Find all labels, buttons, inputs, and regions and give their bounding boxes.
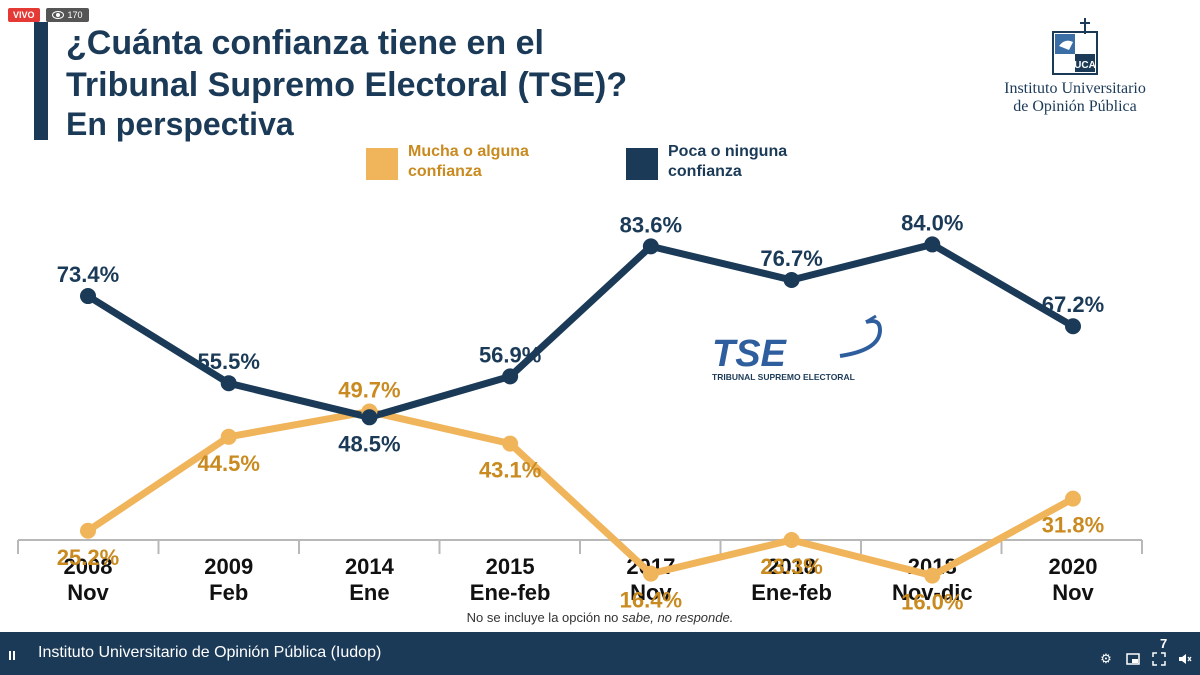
data-point (924, 568, 940, 584)
data-label: 48.5% (338, 431, 400, 456)
data-label: 84.0% (901, 210, 963, 235)
channel-title: Instituto Universitario de Opinión Públi… (38, 644, 381, 662)
data-point (1065, 491, 1081, 507)
data-label: 73.4% (57, 262, 119, 287)
data-point (221, 375, 237, 391)
series-lines (88, 244, 1073, 575)
tse-logo-letters: TSE (712, 333, 788, 375)
series-line-poca (88, 244, 1073, 417)
data-point (502, 436, 518, 452)
data-label: 55.5% (198, 349, 260, 374)
data-point (1065, 318, 1081, 334)
data-point (502, 368, 518, 384)
data-point (784, 272, 800, 288)
data-point (784, 532, 800, 548)
data-point (221, 429, 237, 445)
video-player-bar: Instituto Universitario de Opinión Públi… (0, 632, 1200, 675)
pause-icon[interactable] (9, 651, 16, 660)
settings-icon[interactable]: ⚙ (1099, 652, 1113, 666)
data-label: 43.1% (479, 458, 541, 483)
slide-number: 7 (1160, 636, 1167, 651)
data-point (80, 288, 96, 304)
data-label: 25.2% (57, 545, 119, 570)
miniplayer-icon[interactable] (1126, 652, 1140, 666)
volume-icon[interactable] (1178, 652, 1192, 666)
x-tick-label: 2009 Feb (204, 554, 253, 605)
data-label: 23.3% (760, 554, 822, 579)
data-point (643, 238, 659, 254)
series-points (80, 236, 1081, 583)
line-chart: TSE TRIBUNAL SUPREMO ELECTORAL 2008 Nov20… (0, 0, 1200, 632)
x-tick-label: 2014 Ene (345, 554, 395, 605)
x-tick-label: 2015 Ene-feb (470, 554, 551, 605)
data-label: 31.8% (1042, 513, 1104, 538)
data-label: 49.7% (338, 377, 400, 402)
data-label: 83.6% (620, 212, 682, 237)
data-point (361, 409, 377, 425)
x-tick-label: 2020 Nov (1049, 554, 1098, 605)
data-point (80, 523, 96, 539)
tse-logo: TSE TRIBUNAL SUPREMO ELECTORAL (712, 316, 880, 382)
fullscreen-icon[interactable] (1152, 652, 1166, 666)
data-label: 76.7% (760, 246, 822, 271)
data-label: 44.5% (198, 451, 260, 476)
tse-logo-caption: TRIBUNAL SUPREMO ELECTORAL (712, 372, 855, 382)
data-point (643, 566, 659, 582)
data-label: 16.4% (620, 588, 682, 613)
data-label: 56.9% (479, 342, 541, 367)
footnote: No se incluye la opción no sabe, no resp… (0, 610, 1200, 625)
data-label: 67.2% (1042, 292, 1104, 317)
footnote-italic: sabe, no responde. (622, 610, 733, 625)
footnote-text: No se incluye la opción no (467, 610, 622, 625)
data-point (924, 236, 940, 252)
